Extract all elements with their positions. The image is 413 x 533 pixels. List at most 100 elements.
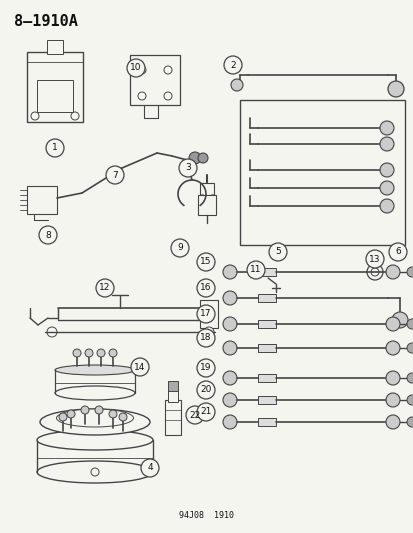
Text: 20: 20 (200, 385, 211, 394)
Circle shape (91, 468, 99, 476)
Circle shape (106, 166, 124, 184)
Ellipse shape (55, 386, 135, 400)
Circle shape (95, 406, 103, 414)
Circle shape (141, 459, 159, 477)
Ellipse shape (37, 461, 153, 483)
Circle shape (379, 137, 393, 151)
Circle shape (385, 341, 399, 355)
Text: 22: 22 (189, 410, 200, 419)
Bar (257, 268, 275, 276)
Text: 4: 4 (147, 464, 152, 472)
Circle shape (138, 66, 146, 74)
Circle shape (131, 358, 149, 376)
Ellipse shape (40, 409, 150, 435)
Bar (199, 300, 218, 328)
Circle shape (71, 112, 79, 120)
Circle shape (370, 268, 378, 276)
Circle shape (385, 371, 399, 385)
Text: 6: 6 (394, 247, 400, 256)
Bar (197, 195, 216, 215)
Bar (168, 390, 178, 402)
Text: 9: 9 (177, 244, 183, 253)
Circle shape (379, 181, 393, 195)
Circle shape (223, 341, 236, 355)
Circle shape (223, 265, 236, 279)
Ellipse shape (55, 365, 135, 375)
Bar (257, 294, 275, 302)
Circle shape (268, 243, 286, 261)
Circle shape (59, 413, 67, 421)
Ellipse shape (56, 409, 133, 427)
Circle shape (379, 163, 393, 177)
Bar (257, 418, 275, 426)
Text: 8: 8 (45, 230, 51, 239)
Text: 17: 17 (200, 310, 211, 319)
Circle shape (67, 410, 75, 418)
Circle shape (171, 239, 189, 257)
Circle shape (247, 261, 264, 279)
Circle shape (109, 349, 117, 357)
Circle shape (197, 359, 214, 377)
Circle shape (197, 403, 214, 421)
Circle shape (385, 265, 399, 279)
Circle shape (189, 152, 201, 164)
Circle shape (97, 349, 105, 357)
Text: 15: 15 (200, 257, 211, 266)
Circle shape (406, 417, 413, 427)
Circle shape (96, 279, 114, 297)
Circle shape (385, 317, 399, 331)
Bar (257, 396, 275, 404)
Circle shape (388, 243, 406, 261)
Text: 21: 21 (200, 408, 211, 416)
Circle shape (164, 66, 171, 74)
Circle shape (39, 226, 57, 244)
Text: 94J08  1910: 94J08 1910 (179, 511, 234, 520)
Circle shape (127, 59, 145, 77)
Circle shape (85, 349, 93, 357)
Text: 10: 10 (130, 63, 141, 72)
Circle shape (197, 305, 214, 323)
Circle shape (197, 253, 214, 271)
Circle shape (47, 327, 57, 337)
Circle shape (223, 317, 236, 331)
Circle shape (385, 393, 399, 407)
Circle shape (178, 159, 197, 177)
Circle shape (164, 92, 171, 100)
Text: 12: 12 (99, 284, 110, 293)
Circle shape (223, 291, 236, 305)
Circle shape (197, 381, 214, 399)
Circle shape (46, 139, 64, 157)
Circle shape (138, 92, 146, 100)
Circle shape (406, 373, 413, 383)
Text: 2: 2 (230, 61, 235, 69)
Text: 8–1910A: 8–1910A (14, 14, 78, 29)
Circle shape (204, 327, 214, 337)
Bar (165, 400, 180, 435)
Text: 13: 13 (368, 254, 380, 263)
Circle shape (406, 319, 413, 329)
Circle shape (230, 79, 242, 91)
Circle shape (365, 250, 383, 268)
Text: 16: 16 (200, 284, 211, 293)
Bar (130, 55, 180, 105)
Circle shape (197, 279, 214, 297)
Circle shape (73, 349, 81, 357)
Text: 3: 3 (185, 164, 190, 173)
Text: 14: 14 (134, 362, 145, 372)
Circle shape (406, 343, 413, 353)
Text: 7: 7 (112, 171, 118, 180)
Circle shape (385, 415, 399, 429)
Circle shape (406, 267, 413, 277)
Circle shape (223, 56, 242, 74)
Circle shape (119, 413, 127, 421)
Bar (27, 52, 83, 122)
Circle shape (223, 393, 236, 407)
Circle shape (81, 406, 89, 414)
Bar (37, 80, 73, 112)
Bar (27, 186, 57, 214)
Circle shape (406, 395, 413, 405)
Circle shape (379, 121, 393, 135)
Bar (240, 100, 404, 245)
Bar (257, 374, 275, 382)
Bar (47, 40, 63, 54)
